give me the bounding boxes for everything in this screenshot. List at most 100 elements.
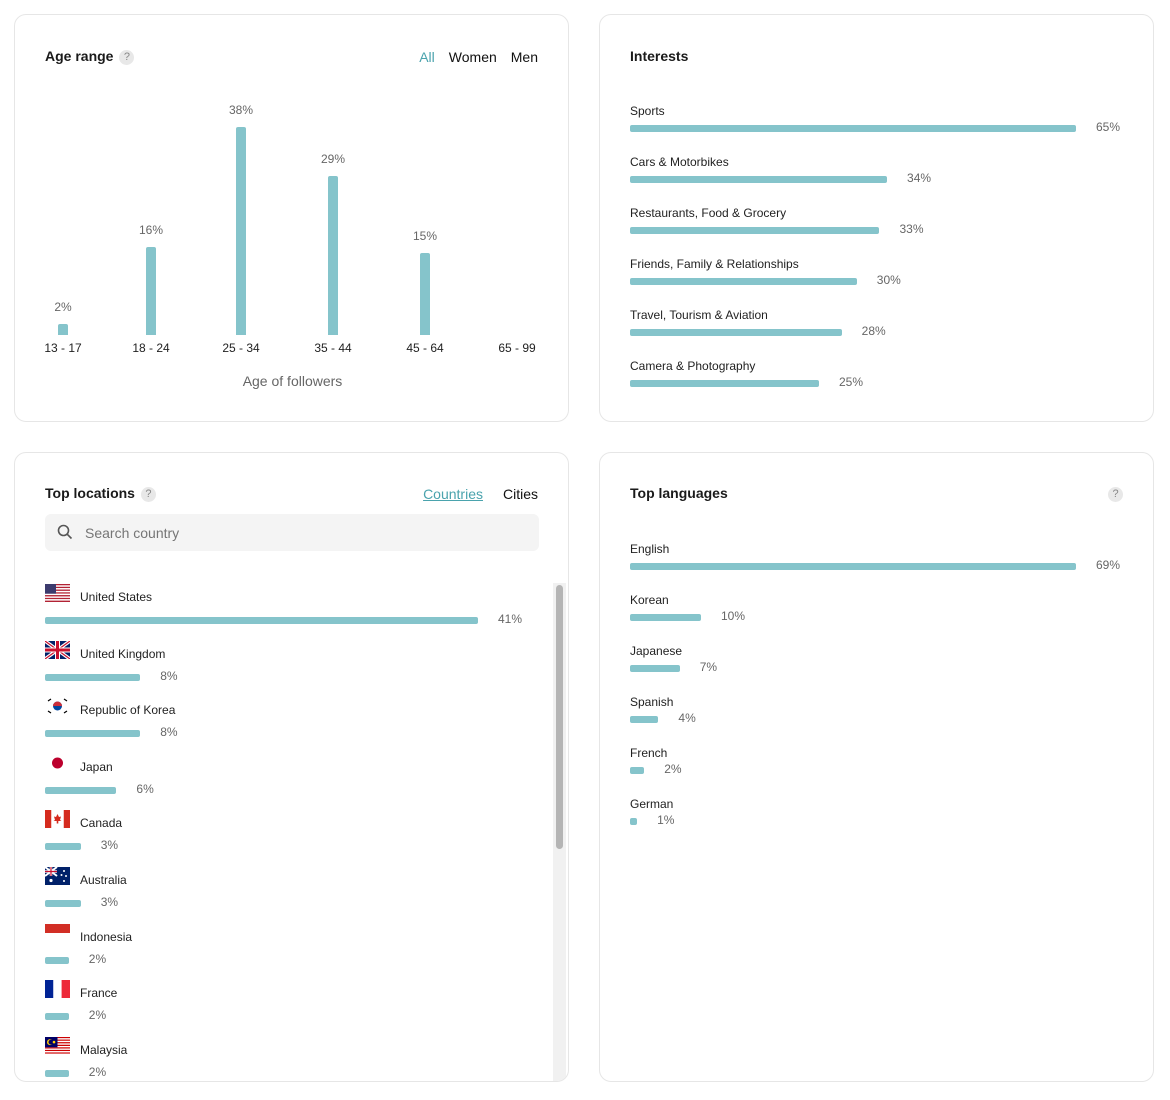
top-locations-card: Top locations? Countries Cities United S… [14,452,569,1082]
gb-flag-icon [45,640,70,659]
age-bar [58,324,68,335]
item-percent: 28% [861,324,886,338]
search-input[interactable] [85,514,525,551]
item-percent: 3% [100,895,119,909]
tab-cities[interactable]: Cities [502,486,538,502]
age-bar [328,176,338,335]
item-bar [45,900,81,907]
top-locations-title: Top locations? [45,485,156,502]
item-label: Malaysia [80,1042,128,1057]
item-label: Spanish [630,695,674,709]
item-percent: 25% [839,375,864,389]
item-bar [630,329,842,336]
kr-flag-icon [45,697,70,716]
age-tick-label: 13 - 17 [44,341,82,355]
item-label: United States [80,590,153,604]
tab-women[interactable]: Women [448,49,497,65]
item-percent: 65% [1096,120,1121,134]
item-bar [45,617,478,624]
item-percent: 10% [721,609,746,623]
item-percent: 3% [100,838,119,853]
item-label: Friends, Family & Relationships [630,257,799,271]
au-flag-icon [45,867,70,885]
age-bar-value-label: 38% [228,103,254,117]
item-label: German [630,797,674,811]
item-percent: 1% [657,813,675,827]
item-bar [45,730,141,738]
item-bar [45,786,117,794]
item-bar [630,563,1076,570]
ca-flag-icon [45,810,70,829]
help-icon[interactable]: ? [119,50,135,65]
tab-men[interactable]: Men [510,49,538,65]
item-label: Restaurants, Food & Grocery [630,206,787,220]
item-label: Korean [630,593,669,607]
item-bar [45,956,69,964]
age-bar-value-label: 2% [54,300,72,315]
help-icon[interactable]: ? [1108,487,1123,502]
item-label: Republic of Korea [80,703,176,718]
tab-countries[interactable]: Countries [423,486,483,502]
item-percent: 34% [907,171,932,185]
item-label: Canada [80,816,123,831]
scrollbar[interactable] [553,583,566,1081]
item-bar [630,380,819,387]
item-percent: 7% [699,660,718,674]
age-bar [146,247,156,335]
gender-tabs: All Women Men [419,49,538,65]
jp-flag-icon [45,753,70,772]
item-bar [630,176,888,183]
id-flag-icon [45,923,70,942]
item-label: Travel, Tourism & Aviation [630,308,768,322]
item-percent: 30% [876,273,901,287]
search-icon [57,524,73,540]
scrollbar-thumb[interactable] [556,585,563,849]
interests-title: Interests [630,48,689,64]
top-locations-title-text: Top locations [45,485,135,501]
item-percent: 2% [88,1008,107,1023]
item-bar [45,1069,69,1077]
age-tick-label: 45 - 64 [406,341,444,355]
age-bar-value-label: 29% [320,152,346,167]
item-bar [45,843,81,851]
item-bar [630,767,645,774]
tab-all[interactable]: All [419,49,435,65]
item-percent: 41% [498,612,523,626]
top-languages-card: Top languages ? English 69% Korean 10% Japan… [599,452,1154,1082]
fr-flag-icon [45,980,70,999]
item-bar [630,278,857,285]
item-label: Cars & Motorbikes [630,155,729,169]
age-bar-value-label: 16% [138,223,164,238]
item-bar [630,614,701,621]
my-flag-icon [45,1036,70,1055]
item-label: Camera & Photography [630,359,756,373]
age-tick-label: 18 - 24 [132,341,170,355]
age-tick-label: 35 - 44 [314,341,352,355]
item-label: Australia [80,873,127,887]
item-label: France [80,986,118,1001]
age-range-title: Age range? [45,48,135,65]
item-percent: 2% [664,762,682,776]
interests-card: Interests Sports 65% Cars & Motorbikes 34% R… [599,14,1154,422]
x-axis-label: Age of followers [242,373,343,389]
help-icon[interactable]: ? [140,487,156,502]
item-label: United Kingdom [80,646,166,661]
item-bar [45,1013,69,1021]
age-bar [420,252,430,335]
item-percent: 8% [160,668,178,683]
item-percent: 4% [678,711,696,725]
item-label: Japanese [630,644,683,658]
item-percent: 6% [136,781,154,796]
search-box[interactable] [45,514,539,551]
item-percent: 2% [88,951,107,966]
age-tick-label: 25 - 34 [222,341,260,355]
item-bar [630,818,638,825]
item-label: English [630,542,670,556]
top-languages-title: Top languages [630,485,728,501]
item-label: Sports [630,104,665,118]
item-percent: 2% [88,1064,107,1079]
age-bar-value-label: 15% [412,228,438,243]
age-tick-label: 65 - 99 [498,341,536,355]
item-percent: 33% [899,222,924,236]
age-range-title-text: Age range [45,48,114,64]
